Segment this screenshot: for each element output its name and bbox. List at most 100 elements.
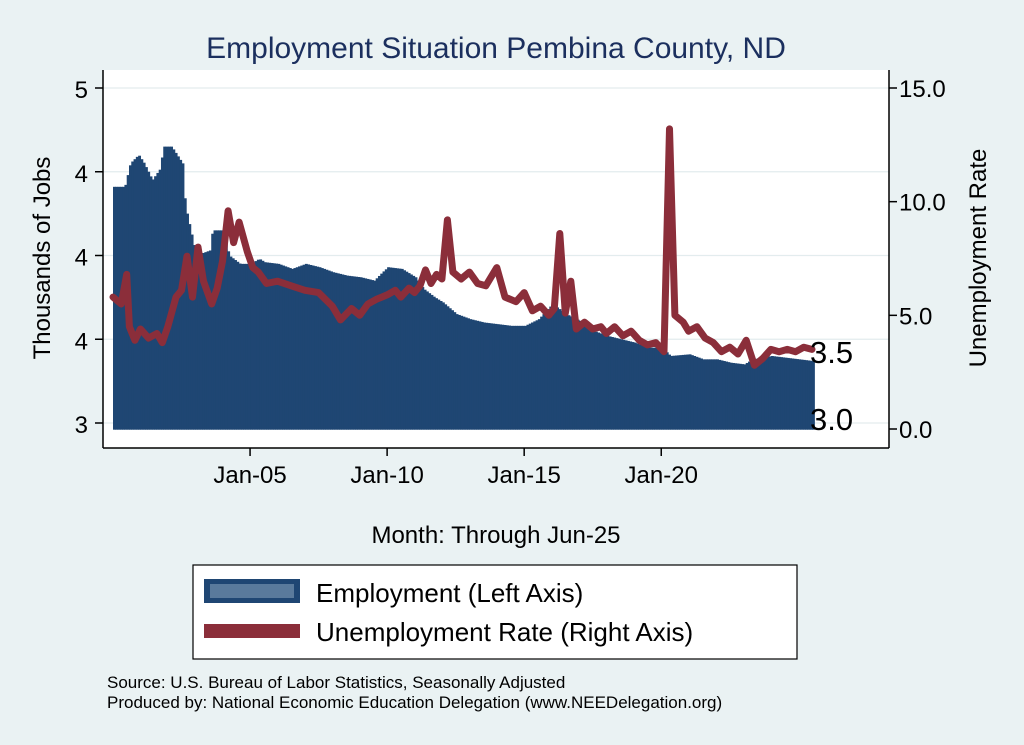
employment-bar [113, 186, 116, 430]
employment-bar [567, 315, 571, 430]
employment-bar [738, 363, 742, 430]
employment-bar [485, 322, 489, 430]
employment-bar [574, 318, 578, 430]
employment-bar [478, 321, 482, 430]
employment-bar [371, 280, 375, 430]
employment-bar [537, 319, 541, 430]
employment-bar [494, 323, 498, 430]
employment-bar [601, 334, 605, 430]
employment-bar [677, 355, 681, 430]
employment-bar [357, 277, 361, 430]
employment-bar [224, 240, 228, 430]
employment-bar [400, 268, 404, 430]
employment-bar [414, 277, 418, 430]
x-tick-label: Jan-10 [350, 462, 423, 489]
employment-bar [725, 361, 729, 430]
employment-bar [665, 352, 669, 430]
employment-bar [748, 361, 751, 430]
employment-bar [599, 333, 603, 430]
employment-bar [668, 354, 671, 430]
employment-bar [718, 359, 722, 430]
employment-bar [720, 360, 724, 430]
employment-bar [757, 358, 761, 430]
employment-bar [594, 331, 598, 430]
employment-bar [752, 359, 756, 430]
employment-bar [266, 262, 269, 430]
employment-bar [245, 263, 249, 430]
employment-bar [144, 167, 148, 430]
employment-bar [615, 338, 619, 430]
employment-bar [252, 262, 256, 430]
employment-bar [604, 335, 608, 430]
employment-bar [654, 347, 658, 430]
employment-bar [122, 186, 126, 430]
employment-bar [197, 254, 201, 430]
employment-bar [373, 280, 377, 430]
x-tick-label: Jan-05 [213, 462, 286, 489]
employment-bar [234, 260, 237, 430]
employment-bar [734, 363, 738, 430]
employment-bar [672, 355, 676, 430]
employment-bar [350, 276, 354, 430]
employment-bar [364, 278, 368, 430]
employment-bar [542, 314, 546, 430]
employment-bar [729, 362, 733, 430]
employment-bar [307, 264, 311, 430]
employment-bar [652, 347, 655, 430]
employment-bar [190, 234, 194, 430]
employment-bar [158, 169, 162, 430]
employment-bar [540, 316, 544, 430]
employment-bar [700, 358, 703, 430]
employment-bar [610, 337, 614, 430]
legend-swatch-employment-inner [210, 584, 294, 598]
employment-bar [535, 320, 539, 430]
employment-bar [681, 354, 685, 430]
employment-bar [247, 263, 251, 430]
employment-bar [524, 325, 528, 430]
employment-bar [254, 261, 258, 430]
employment-bar [501, 324, 505, 430]
right-tick-label: 0.0 [899, 417, 932, 444]
employment-bar [476, 320, 480, 430]
employment-bar [784, 357, 788, 430]
employment-bar [188, 224, 192, 430]
employment-bar [250, 263, 253, 430]
employment-bar [489, 323, 493, 430]
employment-bar [227, 251, 231, 430]
employment-bar [649, 347, 653, 430]
employment-bar [138, 155, 142, 430]
employment-bar [706, 359, 710, 430]
employment-bar [766, 356, 770, 430]
employment-bar [208, 250, 212, 430]
employment-bar [761, 357, 765, 430]
employment-bar [670, 355, 674, 430]
employment-bar [238, 263, 242, 430]
employment-bar [425, 291, 429, 430]
employment-bar [309, 264, 313, 430]
employment-bar [332, 272, 336, 430]
employment-bar [695, 356, 699, 430]
employment-bar [163, 146, 167, 430]
employment-bar [592, 330, 596, 430]
employment-bar [754, 358, 758, 430]
employment-bar [181, 163, 185, 430]
employment-bar [384, 269, 388, 430]
employment-bar [293, 268, 297, 430]
x-axis-label: Month: Through Jun-25 [371, 522, 620, 549]
employment-bar [202, 252, 205, 430]
employment-bar [272, 263, 276, 430]
employment-bar [770, 356, 774, 430]
employment-bar [777, 356, 781, 430]
employment-bar [590, 329, 594, 430]
employment-bar [361, 277, 365, 430]
employment-bar [419, 283, 422, 430]
employment-bar [316, 266, 320, 430]
left-axis-label: Thousands of Jobs [29, 157, 56, 360]
employment-bar [750, 360, 754, 430]
employment-bar [140, 159, 144, 430]
employment-bar [579, 320, 582, 430]
employment-bar [423, 289, 427, 430]
employment-bar [149, 176, 153, 430]
left-tick-label: 4 [75, 245, 88, 272]
employment-bar [215, 230, 219, 430]
